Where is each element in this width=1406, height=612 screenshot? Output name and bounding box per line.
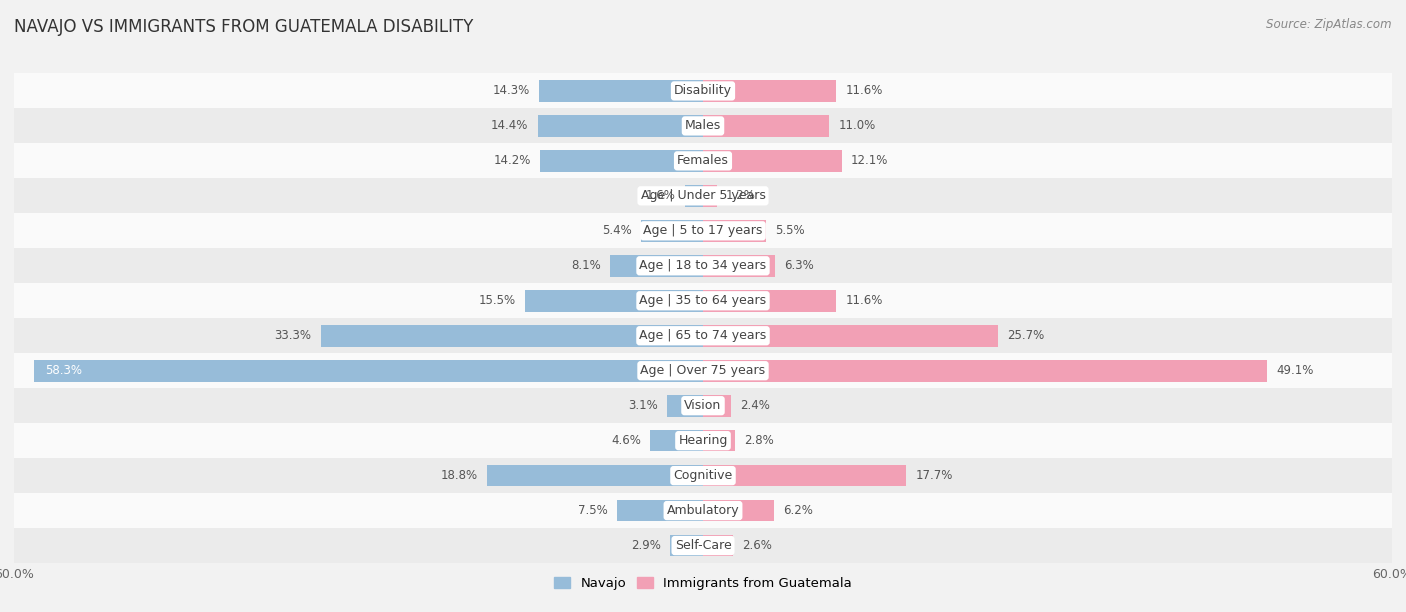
Text: 33.3%: 33.3% [274,329,312,342]
Text: 2.9%: 2.9% [631,539,661,552]
Bar [14,423,1392,458]
Text: 49.1%: 49.1% [1277,364,1313,377]
Bar [14,143,1392,178]
Text: Age | 5 to 17 years: Age | 5 to 17 years [644,225,762,237]
Text: Cognitive: Cognitive [673,469,733,482]
Bar [14,178,1392,214]
Text: 11.0%: 11.0% [838,119,876,132]
Bar [703,220,766,242]
Text: 4.6%: 4.6% [612,434,641,447]
Text: 14.3%: 14.3% [492,84,530,97]
Text: Males: Males [685,119,721,132]
Bar [486,465,703,487]
Bar [14,493,1392,528]
Bar [650,430,703,452]
Text: 5.4%: 5.4% [602,225,631,237]
Bar [14,528,1392,563]
Text: 2.6%: 2.6% [742,539,772,552]
Bar [14,214,1392,248]
Text: 2.4%: 2.4% [740,399,769,412]
Text: Hearing: Hearing [678,434,728,447]
Bar [703,325,998,346]
Bar [14,388,1392,423]
Bar [703,150,842,172]
Bar [685,185,703,207]
Text: 8.1%: 8.1% [571,259,600,272]
Text: 5.5%: 5.5% [775,225,806,237]
Text: 14.2%: 14.2% [494,154,531,167]
Bar [703,185,717,207]
Text: NAVAJO VS IMMIGRANTS FROM GUATEMALA DISABILITY: NAVAJO VS IMMIGRANTS FROM GUATEMALA DISA… [14,18,474,36]
Bar [14,353,1392,388]
Bar [537,115,703,136]
Text: 12.1%: 12.1% [851,154,889,167]
Bar [34,360,703,381]
Text: 18.8%: 18.8% [441,469,478,482]
Text: 58.3%: 58.3% [45,364,82,377]
Bar [524,290,703,312]
Bar [14,108,1392,143]
Bar [14,283,1392,318]
Bar [617,500,703,521]
Text: 1.2%: 1.2% [725,189,756,203]
Bar [14,458,1392,493]
Text: Age | 35 to 64 years: Age | 35 to 64 years [640,294,766,307]
Bar [703,465,907,487]
Bar [703,360,1267,381]
Bar [321,325,703,346]
Text: Age | 65 to 74 years: Age | 65 to 74 years [640,329,766,342]
Bar [540,150,703,172]
Text: Age | Over 75 years: Age | Over 75 years [641,364,765,377]
Text: 15.5%: 15.5% [478,294,516,307]
Bar [14,73,1392,108]
Text: 11.6%: 11.6% [845,84,883,97]
Text: Source: ZipAtlas.com: Source: ZipAtlas.com [1267,18,1392,31]
Bar [703,255,775,277]
Text: 6.3%: 6.3% [785,259,814,272]
Bar [14,248,1392,283]
Bar [14,318,1392,353]
Text: 25.7%: 25.7% [1007,329,1045,342]
Bar [610,255,703,277]
Bar [703,430,735,452]
Legend: Navajo, Immigrants from Guatemala: Navajo, Immigrants from Guatemala [548,572,858,595]
Bar [669,535,703,556]
Text: 7.5%: 7.5% [578,504,607,517]
Bar [703,500,775,521]
Bar [668,395,703,417]
Bar [703,115,830,136]
Text: 1.6%: 1.6% [645,189,675,203]
Text: Females: Females [678,154,728,167]
Text: 3.1%: 3.1% [628,399,658,412]
Text: 17.7%: 17.7% [915,469,953,482]
Bar [703,290,837,312]
Bar [703,80,837,102]
Text: 2.8%: 2.8% [744,434,775,447]
Text: 11.6%: 11.6% [845,294,883,307]
Bar [703,395,731,417]
Bar [538,80,703,102]
Bar [703,535,733,556]
Text: Self-Care: Self-Care [675,539,731,552]
Text: Age | 18 to 34 years: Age | 18 to 34 years [640,259,766,272]
Text: Disability: Disability [673,84,733,97]
Text: Vision: Vision [685,399,721,412]
Text: Age | Under 5 years: Age | Under 5 years [641,189,765,203]
Text: 6.2%: 6.2% [783,504,813,517]
Bar [641,220,703,242]
Text: Ambulatory: Ambulatory [666,504,740,517]
Text: 14.4%: 14.4% [491,119,529,132]
